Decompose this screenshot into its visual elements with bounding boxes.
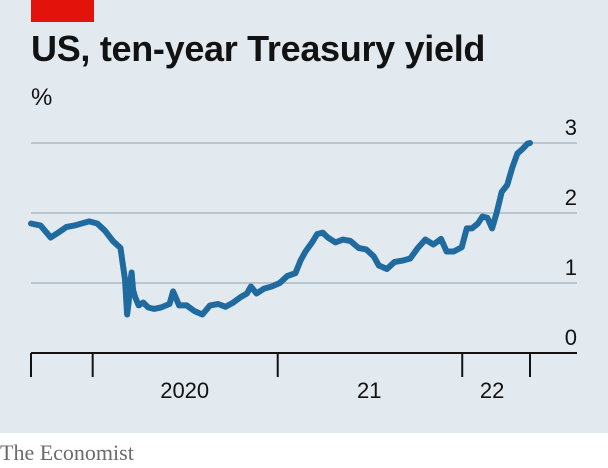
chart-panel — [0, 0, 608, 433]
y-tick-label: 1 — [565, 255, 577, 280]
y-unit-label: % — [31, 84, 53, 111]
x-tick-label: 22 — [480, 378, 504, 403]
series-line — [28, 140, 533, 318]
y-tick-label: 2 — [565, 185, 577, 210]
source-label: The Economist — [0, 440, 134, 465]
chart-svg: 0 1 2 3 2020 21 22 — [28, 115, 577, 403]
chart-title: US, ten-year Treasury yield — [31, 28, 486, 69]
y-tick-label: 0 — [565, 325, 577, 350]
y-tick-label: 3 — [565, 115, 577, 140]
red-tag — [31, 0, 94, 22]
x-tick-label: 21 — [357, 378, 381, 403]
x-tick-label: 2020 — [160, 378, 209, 403]
